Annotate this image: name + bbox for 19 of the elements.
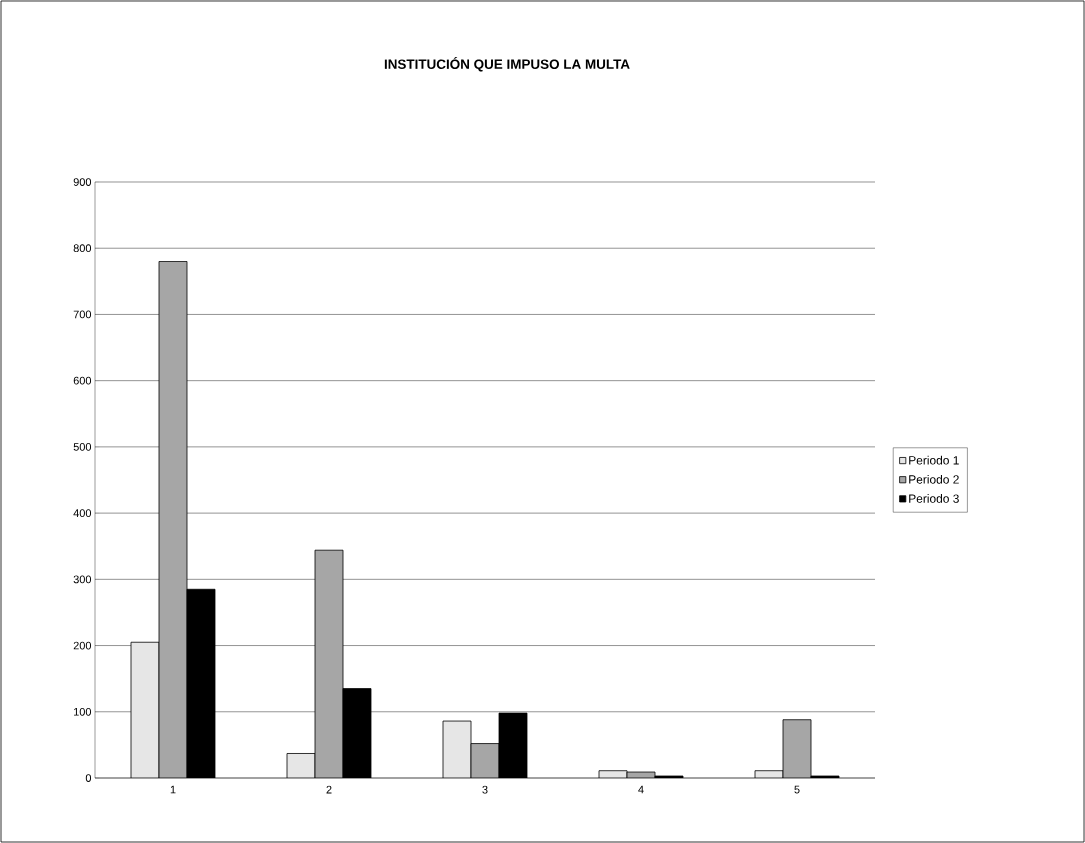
y-tick-label: 500 (73, 443, 92, 451)
x-tick-label: 3 (482, 785, 488, 794)
y-tick-label: 700 (73, 310, 92, 319)
x-tick-label: 2 (326, 785, 332, 794)
y-tick-label: 200 (73, 641, 92, 650)
y-tick-label: 600 (73, 376, 92, 385)
y-tick-label: 300 (73, 575, 92, 584)
y-tick-label: 900 (73, 178, 92, 186)
legend-label: Periodo 2 (909, 474, 959, 484)
legend-label: Periodo 3 (909, 494, 959, 503)
x-tick-label: 1 (170, 785, 176, 794)
x-tick-label: 4 (638, 785, 644, 794)
y-tick-label: 800 (73, 244, 92, 253)
y-tick-label: 400 (73, 509, 92, 517)
chart-title: INSTITUCIÓN QUE IMPUSO LA MULTA (384, 56, 630, 72)
y-tick-label: 0 (85, 774, 92, 782)
x-tick-label: 5 (794, 785, 800, 794)
y-tick-label: 100 (74, 707, 92, 716)
legend-label: Periodo 1 (909, 455, 959, 465)
